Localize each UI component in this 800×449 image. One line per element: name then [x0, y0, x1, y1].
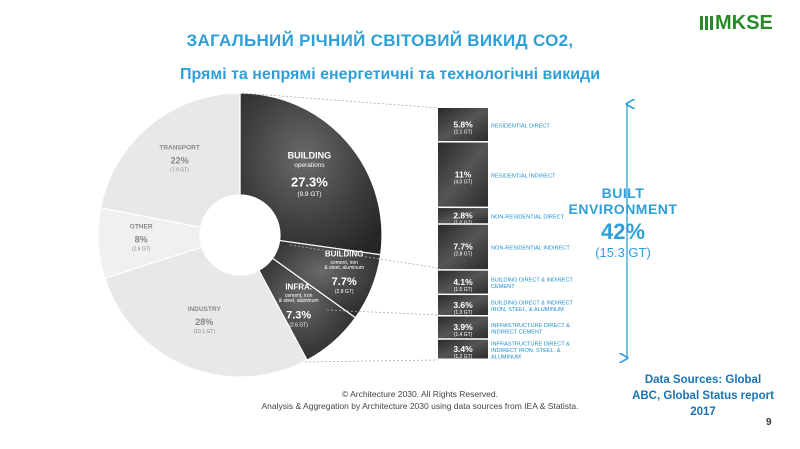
segment-label: CEMENT: [491, 284, 515, 290]
page-number: 9: [766, 417, 772, 428]
slice-sub: cement, iron: [285, 293, 313, 299]
column-segment: [438, 208, 488, 224]
bracket-gt: (15.3 GT): [595, 245, 651, 260]
column-segment: [438, 142, 488, 207]
logo-text: MKSE: [715, 12, 773, 34]
slice-sub: & steel, aluminum: [279, 298, 319, 304]
bracket-pct: 42%: [600, 219, 646, 244]
connector-line-mid: [289, 244, 439, 269]
donut-slice: [239, 92, 383, 256]
slice-pct: 22%: [171, 156, 189, 166]
segment-pct: 11%: [455, 169, 472, 179]
segment-pct: 7.7%: [453, 242, 473, 252]
slice-pct: 8%: [135, 234, 148, 244]
slice-pct: 28%: [195, 317, 213, 327]
segment-gt: (2.8 GT): [454, 252, 473, 258]
segment-label: RESIDENTIAL INDIRECT: [491, 173, 556, 179]
segment-label: INDIRECT IRON, STEEL, &: [491, 348, 561, 354]
credit-line1: © Architecture 2030. All Rights Reserved…: [341, 389, 499, 399]
credit: © Architecture 2030. All Rights Reserved…: [200, 388, 640, 412]
slice-sub: cement, iron: [330, 260, 358, 266]
slice-label: INFRA.: [285, 282, 312, 291]
slide-subtitle: Прямі та непрямі енергетичні та технолог…: [179, 66, 601, 83]
sources-line1: Data Sources: Global: [644, 374, 762, 386]
bracket-line1: BUILT: [601, 185, 645, 201]
segment-label: BUILDING DIRECT & INDIRECT: [491, 300, 574, 306]
logo: MKSE: [700, 12, 773, 35]
slice-gt: (2.8 GT): [335, 289, 354, 295]
data-sources: Data Sources: Global ABC, Global Status …: [608, 372, 798, 420]
segment-pct: 2.8%: [453, 210, 473, 220]
slice-label: TRANSPORT: [159, 145, 199, 152]
segment-pct: 3.9%: [453, 322, 473, 332]
credit-line2: Analysis & Aggregation by Architecture 2…: [261, 401, 579, 411]
segment-label: INFRASTRUCTURE DIRECT &: [491, 341, 570, 347]
slice-sub: operations: [294, 162, 325, 169]
connector-line-top: [241, 92, 439, 109]
slice-gt: (9.9 GT): [297, 191, 321, 198]
slice-label: INDUSTRY: [188, 306, 222, 313]
segment-label: INFRASTRUCTURE DIRECT &: [491, 323, 570, 329]
segment-gt: (2.1 GT): [454, 129, 473, 135]
column-segment: [438, 108, 488, 142]
logo-icon: [700, 16, 714, 30]
slice-label: OTHER: [130, 224, 153, 231]
segment-gt: (1.4 GT): [454, 332, 473, 338]
column-segment: [438, 270, 488, 294]
segment-gt: (1.3 GT): [454, 310, 473, 316]
connector-line-bottom: [304, 359, 439, 363]
segment-pct: 5.8%: [453, 119, 473, 129]
sources-line2: ABC, Global Status report: [632, 390, 774, 402]
segment-label: INDIRECT CEMENT: [491, 329, 543, 335]
sources-line3: 2017: [690, 406, 716, 418]
segment-gt: (1.0 GT): [454, 220, 473, 226]
segment-label: NON-RESIDENTIAL DIRECT: [491, 214, 565, 220]
segment-gt: (1.2 GT): [454, 354, 473, 360]
slice-label: BUILDING: [325, 249, 364, 258]
slice-sub: & steel, aluminum: [324, 265, 364, 271]
segment-pct: 3.6%: [453, 300, 473, 310]
column-segment: [438, 316, 488, 339]
slice-pct: 27.3%: [291, 175, 328, 190]
segment-pct: 4.1%: [453, 277, 473, 287]
segment-pct: 3.4%: [453, 344, 473, 354]
segment-label: BUILDING DIRECT & INDIRECT: [491, 278, 574, 284]
segment-label: IRON, STEEL, & ALUMINUM: [491, 307, 564, 313]
column-segment: [438, 339, 488, 359]
slice-gt: (2.9 GT): [132, 246, 151, 252]
donut-slice: [99, 92, 241, 229]
column-segment: [438, 295, 488, 316]
segment-label: NON-RESIDENTIAL INDIRECT: [491, 246, 570, 252]
slice-pct: 7.7%: [332, 276, 357, 288]
bracket-line2: ENVIRONMENT: [568, 201, 678, 217]
segment-label: ALUMINUM: [491, 354, 521, 360]
slide-title: ЗАГАЛЬНИЙ РІЧНИЙ СВІТОВИЙ ВИКИД СО2,: [186, 31, 574, 50]
connector-line-mid2: [326, 309, 439, 316]
segment-gt: (4.0 GT): [454, 179, 473, 185]
built-environment-label: BUILT ENVIRONMENT 42% (15.3 GT): [568, 185, 678, 260]
segment-label: RESIDENTIAL DIRECT: [491, 123, 550, 129]
slice-label: BUILDING: [288, 151, 332, 161]
slice-gt: (10.1 GT): [194, 329, 216, 335]
column-segment: [438, 224, 488, 270]
slice-pct: 7.3%: [286, 309, 311, 321]
segment-gt: (1.5 GT): [454, 287, 473, 293]
donut-slice: [103, 246, 308, 378]
slice-gt: (7.9 GT): [170, 168, 189, 174]
slice-gt: (2.6 GT): [289, 322, 308, 328]
